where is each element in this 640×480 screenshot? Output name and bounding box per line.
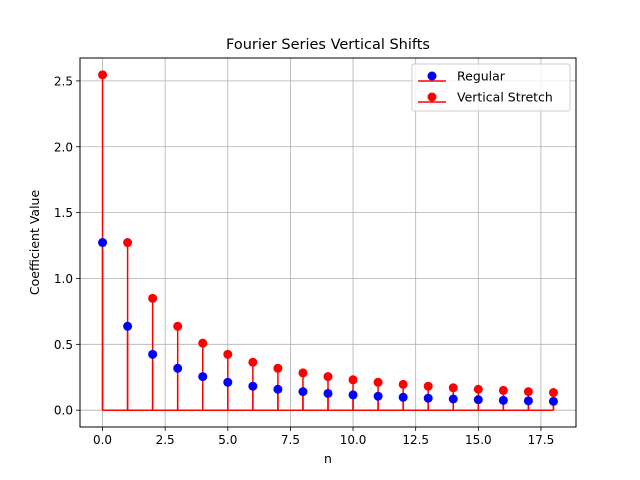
data-point <box>373 391 383 401</box>
x-tick-label: 15.0 <box>465 433 492 447</box>
data-point <box>273 363 283 373</box>
data-markers <box>98 70 558 406</box>
data-point <box>423 381 433 391</box>
data-point <box>148 349 158 359</box>
data-point <box>448 383 458 393</box>
data-point <box>173 363 183 373</box>
data-point <box>298 387 308 397</box>
data-point <box>298 368 308 378</box>
x-tick-label: 2.5 <box>156 433 175 447</box>
x-tick-label: 5.0 <box>218 433 237 447</box>
data-point <box>423 393 433 403</box>
data-point <box>348 390 358 400</box>
y-tick-label: 2.5 <box>54 74 73 88</box>
data-point <box>373 377 383 387</box>
data-point <box>98 238 108 248</box>
stem-lines <box>101 74 555 411</box>
legend-marker <box>427 92 437 102</box>
chart-title: Fourier Series Vertical Shifts <box>226 37 430 53</box>
data-point <box>323 372 333 382</box>
y-tick-label: 1.0 <box>54 272 73 286</box>
data-point <box>448 394 458 404</box>
data-point <box>173 321 183 331</box>
y-tick-label: 2.0 <box>54 140 73 154</box>
legend: Regular Vertical Stretch <box>411 63 571 112</box>
legend-label: Regular <box>457 69 506 84</box>
data-point <box>223 349 233 359</box>
plot-frame <box>79 57 577 428</box>
x-tick-label: 10.0 <box>340 433 367 447</box>
data-point <box>548 388 558 398</box>
x-tick-label: 17.5 <box>528 433 555 447</box>
data-point <box>123 321 133 331</box>
legend-box <box>411 63 571 112</box>
x-axis-ticks: 0.0 2.5 5.0 7.5 10.0 12.5 15.0 17.5 <box>93 427 554 447</box>
data-point <box>473 384 483 394</box>
data-point <box>198 372 208 382</box>
legend-marker <box>427 71 437 81</box>
y-tick-label: 1.5 <box>54 206 73 220</box>
x-tick-label: 0.0 <box>93 433 112 447</box>
data-point <box>273 384 283 394</box>
grid <box>80 58 576 427</box>
data-point <box>398 392 408 402</box>
data-point <box>98 70 108 80</box>
data-point <box>523 387 533 397</box>
data-point <box>348 375 358 385</box>
y-axis-ticks: 0.0 0.5 1.0 1.5 2.0 2.5 <box>54 74 80 418</box>
y-axis-label: Coefficient Value <box>27 190 42 296</box>
x-tick-label: 12.5 <box>402 433 429 447</box>
legend-label: Vertical Stretch <box>457 90 553 105</box>
data-point <box>498 395 508 405</box>
x-tick-label: 7.5 <box>281 433 300 447</box>
data-point <box>548 396 558 406</box>
data-point <box>248 381 258 391</box>
data-point <box>323 388 333 398</box>
data-point <box>123 238 133 248</box>
data-point <box>473 395 483 405</box>
data-point <box>198 338 208 348</box>
data-point <box>498 385 508 395</box>
data-point <box>523 396 533 406</box>
data-point <box>223 377 233 387</box>
y-tick-label: 0.0 <box>54 404 73 418</box>
x-axis-label: n <box>324 451 332 466</box>
y-tick-label: 0.5 <box>54 338 73 352</box>
data-point <box>398 379 408 389</box>
data-point <box>148 293 158 303</box>
data-point <box>248 357 258 367</box>
